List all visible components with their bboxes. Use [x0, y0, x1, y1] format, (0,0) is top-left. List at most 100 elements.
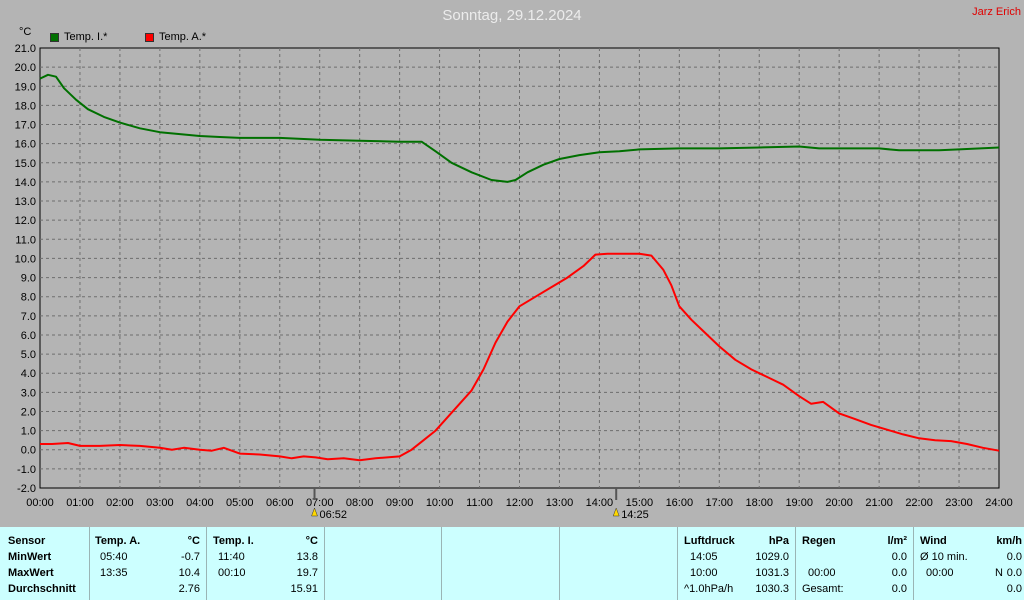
temp-i-max-value: 19.7 — [296, 567, 318, 579]
x-tick-label: 15:00 — [626, 497, 654, 509]
wind-avg-value: 0.0 — [1006, 551, 1022, 563]
pressure-max-time: 10:00 — [690, 567, 718, 579]
chart-title: Sonntag, 29.12.2024 — [442, 7, 582, 24]
row-label-avg: Durchschnitt — [8, 583, 76, 595]
x-tick-label: 13:00 — [546, 497, 574, 509]
x-tick-label: 22:00 — [905, 497, 933, 509]
legend-item-temp-i: Temp. I.* — [50, 31, 107, 43]
x-tick-label: 23:00 — [945, 497, 973, 509]
sun-marker-icon — [311, 507, 318, 517]
sun-marker-icon — [612, 507, 620, 517]
legend-label-temp-a: Temp. A.* — [159, 31, 207, 43]
table-divider — [795, 527, 796, 600]
author-label: Jarz Erich — [972, 6, 1021, 18]
wind-header: Wind — [920, 535, 947, 547]
grid-lines — [40, 48, 999, 488]
temp-i-avg-value: 15.91 — [290, 583, 318, 595]
y-axis-unit: °C — [19, 26, 32, 38]
wind-unit: km/h — [996, 535, 1022, 547]
x-tick-label: 06:00 — [266, 497, 294, 509]
x-tick-label: 12:00 — [506, 497, 534, 509]
temperature-chart: -2.0 -1.0 0.0 1.0 2.0 3.0 4.0 5.0 6.0 7.0 8.0 9.0 10… — [15, 43, 1013, 521]
wind-avg-label: Ø 10 min. — [920, 551, 968, 563]
y-tick-label: 21.0 — [15, 43, 36, 55]
x-tick-label: 16:00 — [666, 497, 694, 509]
y-tick-label: -2.0 — [17, 483, 36, 495]
temp-a-max-value: 10.4 — [178, 567, 200, 579]
temp-a-min-time: 05:40 — [100, 551, 128, 563]
x-tick-label: 02:00 — [106, 497, 134, 509]
temp-a-max-time: 13:35 — [100, 567, 128, 579]
y-tick-label: 19.0 — [15, 81, 36, 93]
x-tick-label: 04:00 — [186, 497, 214, 509]
x-tick-label: 11:00 — [466, 497, 493, 509]
temp-i-min-value: 13.8 — [296, 551, 318, 563]
table-divider — [324, 527, 325, 600]
pressure-unit: hPa — [768, 535, 789, 547]
row-label-max: MaxWert — [8, 567, 54, 579]
rain-total-label: Gesamt: — [802, 583, 844, 595]
time-marker-label: 06:52 — [320, 509, 348, 521]
y-tick-label: 16.0 — [15, 139, 36, 151]
table-divider — [89, 527, 90, 600]
temp-i-unit: °C — [305, 535, 318, 547]
y-tick-label: 14.0 — [15, 177, 36, 189]
pressure-trend-label: ^1.0hPa/h — [684, 583, 734, 595]
series-line-temp-a — [40, 252, 1000, 462]
y-tick-label: 18.0 — [15, 100, 36, 112]
table-divider — [206, 527, 207, 600]
rain-unit: l/m² — [887, 535, 907, 547]
wind-max-value: 0.0 — [1006, 567, 1022, 579]
x-tick-label: 00:00 — [26, 497, 54, 509]
legend-item-temp-a: Temp. A.* — [145, 31, 206, 43]
x-tick-label: 10:00 — [426, 497, 454, 509]
wind-max-time: 00:00 — [926, 567, 954, 579]
x-tick-label: 07:00 — [306, 497, 334, 509]
pressure-max-value: 1031.3 — [755, 567, 789, 579]
y-tick-label: 1.0 — [21, 426, 36, 438]
temp-i-max-time: 00:10 — [218, 567, 246, 579]
x-tick-label: 17:00 — [706, 497, 734, 509]
table-divider — [441, 527, 442, 600]
time-markers: 06:52 14:25 — [311, 488, 649, 521]
x-tick-label: 09:00 — [386, 497, 414, 509]
y-axis-ticks: -2.0 -1.0 0.0 1.0 2.0 3.0 4.0 5.0 6.0 7.0 8.0 9.0 10… — [15, 43, 36, 495]
table-divider — [913, 527, 914, 600]
temp-i-min-time: 11:40 — [218, 551, 245, 563]
table-divider — [559, 527, 560, 600]
summary-table: Sensor MinWert MaxWert Durchschnitt Temp… — [0, 527, 1024, 600]
x-tick-label: 08:00 — [346, 497, 374, 509]
temp-a-header: Temp. A. — [95, 535, 141, 547]
y-tick-label: 3.0 — [21, 387, 36, 399]
y-tick-label: 15.0 — [15, 158, 36, 170]
x-axis-ticks: 00:00 01:00 02:00 03:00 04:00 05:00 06:00 07:00… — [26, 497, 1013, 509]
x-tick-label: 05:00 — [226, 497, 254, 509]
pressure-min-value: 1029.0 — [755, 551, 789, 563]
y-tick-label: 8.0 — [21, 292, 36, 304]
x-tick-label: 24:00 — [985, 497, 1013, 509]
series-line-temp-i — [39, 73, 1000, 183]
x-tick-label: 01:00 — [66, 497, 94, 509]
y-tick-label: 11.0 — [15, 234, 36, 246]
y-tick-label: 0.0 — [21, 445, 36, 457]
temp-a-unit: °C — [187, 535, 200, 547]
x-tick-label: 21:00 — [865, 497, 893, 509]
y-tick-label: 20.0 — [15, 62, 36, 74]
wind-max-direction: N — [995, 567, 1003, 579]
temp-a-min-value: -0.7 — [181, 551, 200, 563]
table-divider — [677, 527, 678, 600]
row-label-min: MinWert — [8, 551, 52, 563]
y-tick-label: 7.0 — [21, 311, 36, 323]
legend-label-temp-i: Temp. I.* — [64, 31, 108, 43]
x-tick-label: 20:00 — [825, 497, 853, 509]
x-tick-label: 19:00 — [785, 497, 813, 509]
y-tick-label: 6.0 — [21, 330, 36, 342]
y-tick-label: -1.0 — [17, 464, 36, 476]
series-lines — [39, 73, 1000, 462]
x-tick-label: 03:00 — [146, 497, 174, 509]
sensor-header: Sensor — [8, 535, 46, 547]
legend-swatch-temp-a — [145, 32, 154, 42]
y-tick-label: 4.0 — [21, 368, 36, 380]
y-tick-label: 12.0 — [15, 215, 36, 227]
y-tick-label: 2.0 — [21, 406, 36, 418]
